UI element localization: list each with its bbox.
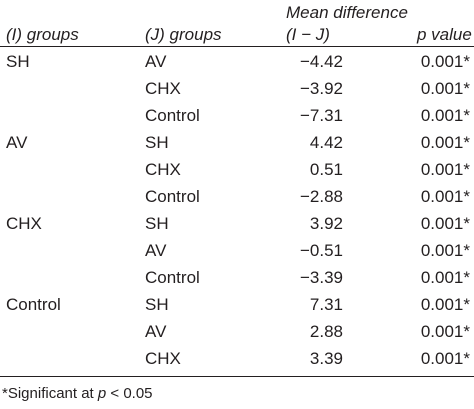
- table-row: CHX SH 3.92 0.001*: [0, 210, 474, 237]
- mean-difference-cell: 0.51: [309, 160, 343, 179]
- j-group-cell: SH: [145, 214, 169, 233]
- header-mean-difference: Mean difference: [286, 3, 408, 22]
- mean-difference-cell: 3.39: [309, 349, 343, 368]
- i-group-cell: AV: [6, 133, 28, 152]
- j-group-cell: CHX: [145, 160, 181, 179]
- p-value-cell: 0.001*: [420, 241, 470, 260]
- p-value-cell: 0.001*: [420, 322, 470, 341]
- table-row: AV SH 4.42 0.001*: [0, 129, 474, 156]
- i-group-cell: CHX: [6, 214, 42, 233]
- i-group-cell: Control: [6, 295, 61, 314]
- significance-footnote: *Significant at p < 0.05: [2, 385, 153, 403]
- mean-difference-cell: −4.42: [299, 52, 343, 71]
- footnote-prefix: *Significant at: [2, 385, 98, 402]
- mean-difference-cell: 2.88: [309, 322, 343, 341]
- j-group-cell: SH: [145, 295, 169, 314]
- table-row: CHX 0.51 0.001*: [0, 156, 474, 183]
- mean-difference-cell: −7.31: [299, 106, 343, 125]
- header-i-groups: (I) groups: [6, 25, 79, 44]
- table-row: SH AV −4.42 0.001*: [0, 48, 474, 75]
- mean-difference-cell: 4.42: [309, 133, 343, 152]
- p-value-cell: 0.001*: [420, 295, 470, 314]
- header-rule: [0, 46, 474, 47]
- j-group-cell: Control: [145, 268, 200, 287]
- j-group-cell: AV: [145, 52, 167, 71]
- p-value-cell: 0.001*: [420, 133, 470, 152]
- p-value-cell: 0.001*: [420, 52, 470, 71]
- table-row: CHX −3.92 0.001*: [0, 75, 474, 102]
- p-value-cell: 0.001*: [420, 268, 470, 287]
- mean-difference-cell: −3.92: [299, 79, 343, 98]
- j-group-cell: CHX: [145, 79, 181, 98]
- j-group-cell: CHX: [145, 349, 181, 368]
- header-mean-difference-formula: (I − J): [286, 25, 330, 44]
- j-group-cell: Control: [145, 106, 200, 125]
- table-row: Control SH 7.31 0.001*: [0, 291, 474, 318]
- mean-difference-cell: 7.31: [309, 295, 343, 314]
- footnote-suffix: < 0.05: [106, 385, 153, 402]
- table-row: AV −0.51 0.001*: [0, 237, 474, 264]
- p-value-cell: 0.001*: [420, 79, 470, 98]
- p-value-cell: 0.001*: [420, 214, 470, 233]
- header-p-value: p value: [417, 25, 472, 44]
- p-value-cell: 0.001*: [420, 160, 470, 179]
- table-row: AV 2.88 0.001*: [0, 318, 474, 345]
- j-group-cell: AV: [145, 322, 167, 341]
- header-j-groups: (J) groups: [145, 25, 222, 44]
- p-value-cell: 0.001*: [420, 187, 470, 206]
- j-group-cell: AV: [145, 241, 167, 260]
- bottom-rule: [0, 376, 474, 377]
- mean-difference-cell: −3.39: [299, 268, 343, 287]
- j-group-cell: Control: [145, 187, 200, 206]
- i-group-cell: SH: [6, 52, 30, 71]
- footnote-p-symbol: p: [97, 385, 107, 402]
- table-row: CHX 3.39 0.001*: [0, 345, 474, 372]
- mean-difference-cell: −2.88: [299, 187, 343, 206]
- j-group-cell: SH: [145, 133, 169, 152]
- p-value-cell: 0.001*: [420, 349, 470, 368]
- table-row: Control −3.39 0.001*: [0, 264, 474, 291]
- mean-difference-cell: 3.92: [309, 214, 343, 233]
- table-row: Control −7.31 0.001*: [0, 102, 474, 129]
- p-value-cell: 0.001*: [420, 106, 470, 125]
- table-row: Control −2.88 0.001*: [0, 183, 474, 210]
- mean-difference-cell: −0.51: [299, 241, 343, 260]
